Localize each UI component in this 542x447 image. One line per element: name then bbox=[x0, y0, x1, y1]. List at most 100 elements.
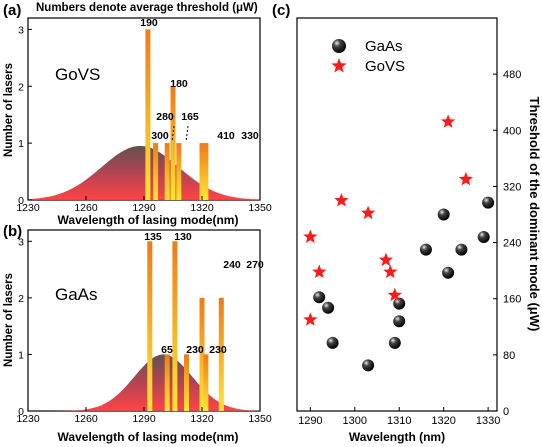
x-tick-label-a-5: 1350 bbox=[248, 202, 272, 214]
threshold-label-a-4: 165 bbox=[181, 111, 199, 123]
threshold-label-a-2: 180 bbox=[170, 78, 188, 90]
annotation-leader-165 bbox=[185, 125, 189, 143]
y-tick-label-b-2: 1 bbox=[18, 349, 24, 361]
y-tick-label-c-5: 320 bbox=[503, 181, 521, 193]
threshold-label-b-4: 230 bbox=[186, 344, 204, 356]
material-label-a: GoVS bbox=[55, 65, 100, 84]
panel-label-b: (b) bbox=[3, 223, 22, 240]
y-tick-label-a-2: 1 bbox=[18, 138, 24, 150]
plot-frame-c bbox=[296, 17, 498, 412]
point-gaas-11 bbox=[455, 243, 468, 256]
bar-a-2 bbox=[153, 143, 159, 200]
legend-label-govs: GoVS bbox=[365, 58, 405, 75]
bar-a-6 bbox=[199, 143, 205, 200]
panel-b: (b) 135 1 3 0 65 230 240 230 270 1230 1260 1290 1320… bbox=[3, 223, 272, 444]
bar-a-5 bbox=[176, 143, 182, 200]
x-tick-label-c-2: 1300 bbox=[343, 415, 367, 427]
y-axis-label-a: Number of lasers bbox=[3, 63, 15, 157]
point-govs-5 bbox=[361, 205, 376, 220]
threshold-label-a-7: 330 bbox=[241, 130, 259, 142]
threshold-label-a-5: 300 bbox=[151, 130, 169, 142]
y-tick-label-c-6: 400 bbox=[503, 125, 521, 137]
point-gaas-4 bbox=[362, 359, 375, 372]
point-gaas-6 bbox=[393, 297, 406, 310]
bar-b-5 bbox=[199, 297, 205, 411]
y-axis-label-b: Number of lasers bbox=[3, 273, 15, 367]
threshold-label-b-5: 240 bbox=[223, 259, 241, 271]
x-axis-label-b: Wavelength of lasing mode(nm) bbox=[58, 430, 239, 444]
x-tick-label-a-1: 1230 bbox=[16, 202, 40, 214]
bar-a-4 bbox=[170, 86, 176, 200]
y-tick-label-a-4: 3 bbox=[18, 24, 24, 36]
point-govs-8 bbox=[387, 287, 402, 302]
threshold-label-a-6: 410 bbox=[217, 130, 235, 142]
point-gaas-7 bbox=[393, 315, 406, 328]
x-tick-label-c-4: 1320 bbox=[431, 415, 455, 427]
x-tick-label-b-5: 1350 bbox=[248, 413, 272, 425]
point-govs-7 bbox=[383, 264, 398, 279]
figure-title: Numbers denote average threshold (μW) bbox=[36, 2, 258, 14]
point-govs-6 bbox=[378, 252, 393, 267]
x-tick-label-b-2: 1260 bbox=[74, 413, 98, 425]
bar-b-6 bbox=[203, 354, 209, 411]
y-tick-label-b-4: 3 bbox=[18, 236, 24, 248]
threshold-label-b-1: 135 bbox=[144, 231, 162, 243]
threshold-label-b-3: 65 bbox=[161, 344, 173, 356]
threshold-label-b-6: 230 bbox=[209, 344, 227, 356]
x-tick-label-c-3: 1310 bbox=[387, 415, 411, 427]
threshold-label-b-7: 270 bbox=[246, 259, 264, 271]
bar-b-1 bbox=[147, 241, 153, 411]
bar-a-3 bbox=[164, 143, 170, 200]
distribution-curve-a bbox=[28, 146, 260, 200]
y-tick-label-a-3: 2 bbox=[18, 81, 24, 93]
x-tick-label-a-2: 1260 bbox=[74, 202, 98, 214]
y-tick-label-b-1: 0 bbox=[18, 406, 24, 418]
threshold-label-a-1: 190 bbox=[140, 17, 158, 29]
y-tick-label-c-2: 80 bbox=[503, 350, 515, 362]
point-gaas-2 bbox=[322, 301, 335, 314]
point-gaas-8 bbox=[419, 243, 432, 256]
point-govs-1 bbox=[303, 312, 318, 326]
point-govs-10 bbox=[458, 171, 473, 186]
x-axis-label-a: Wavelength of lasing mode(nm) bbox=[58, 213, 239, 227]
x-axis-label-c: Wavelength (nm) bbox=[349, 430, 445, 444]
y-tick-label-b-3: 2 bbox=[18, 293, 24, 305]
x-tick-label-b-3: 1290 bbox=[132, 413, 156, 425]
point-gaas-3 bbox=[326, 336, 339, 349]
x-tick-label-b-1: 1230 bbox=[16, 413, 40, 425]
y-tick-label-c-1: 0 bbox=[503, 406, 509, 418]
legend-label-gaas: GaAs bbox=[365, 38, 403, 55]
bar-b-4 bbox=[184, 354, 189, 411]
y-tick-label-c-3: 160 bbox=[503, 294, 521, 306]
panel-label-c: (c) bbox=[272, 2, 290, 19]
point-gaas-9 bbox=[437, 208, 450, 221]
point-gaas-5 bbox=[388, 336, 401, 349]
threshold-label-a-3: 280 bbox=[156, 111, 174, 123]
point-govs-2 bbox=[303, 229, 318, 243]
point-govs-4 bbox=[334, 193, 349, 207]
point-gaas-10 bbox=[442, 266, 455, 279]
panel-label-a: (a) bbox=[3, 2, 21, 19]
legend-marker-govs bbox=[331, 58, 347, 73]
annotation-leader-280 bbox=[171, 125, 175, 143]
x-tick-label-c-5: 1330 bbox=[476, 415, 500, 427]
bar-b-7 bbox=[218, 297, 224, 411]
x-tick-label-a-3: 1290 bbox=[132, 202, 156, 214]
y-tick-label-c-7: 480 bbox=[503, 69, 521, 81]
panel-a: (a) Numbers denote average threshold (μW… bbox=[3, 2, 272, 227]
point-govs-3 bbox=[312, 264, 327, 279]
bar-b-2 bbox=[164, 354, 170, 411]
point-gaas-1 bbox=[313, 291, 326, 304]
y-axis-label-c: Threshold of the dominant mode (μW) bbox=[527, 97, 542, 332]
bar-b-3 bbox=[172, 241, 178, 411]
x-tick-label-b-4: 1320 bbox=[190, 413, 214, 425]
x-tick-label-a-4: 1320 bbox=[190, 202, 214, 214]
distribution-curve-b bbox=[28, 354, 260, 411]
legend: GaAs GoVS bbox=[331, 38, 405, 75]
bar-a-7 bbox=[203, 143, 209, 200]
point-gaas-12 bbox=[477, 231, 490, 243]
y-tick-label-a-1: 0 bbox=[18, 195, 24, 207]
point-govs-9 bbox=[441, 114, 456, 128]
